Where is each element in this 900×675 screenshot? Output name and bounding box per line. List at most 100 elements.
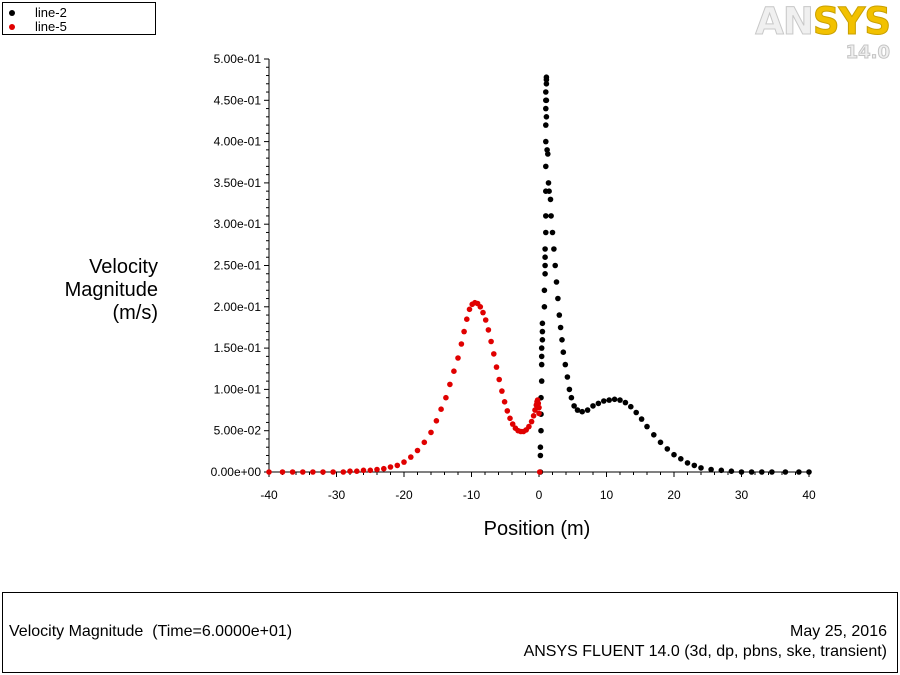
- y-tick-label: 2.50e-01: [214, 259, 262, 273]
- data-point-line-2: [728, 468, 735, 475]
- data-point-line-2: [543, 97, 550, 104]
- data-point-line-5: [507, 415, 513, 422]
- data-point-line-2: [539, 320, 546, 327]
- data-point-line-5: [482, 317, 489, 323]
- data-point-line-5: [526, 423, 532, 430]
- data-point-line-5: [340, 469, 347, 475]
- data-point-line-5: [499, 388, 505, 394]
- data-point-line-2: [671, 451, 677, 458]
- y-tick-label: 5.00e-01: [214, 52, 262, 66]
- plot-axes: 0.00e+00 5.00e-02 1.00e-01 1.50e-01 2.00e-01…: [65, 52, 816, 540]
- data-point-line-5: [493, 364, 500, 370]
- data-point-line-2: [622, 399, 629, 406]
- data-point-line-2: [684, 460, 691, 466]
- data-point-line-2: [601, 398, 607, 404]
- data-point-line-5: [504, 408, 511, 414]
- data-point-line-5: [535, 400, 542, 407]
- data-point-line-5: [320, 469, 326, 475]
- data-point-line-2: [556, 312, 563, 318]
- data-point-line-5: [466, 306, 473, 313]
- x-axis-title: Position (m): [484, 518, 591, 540]
- data-point-line-2: [606, 397, 612, 403]
- data-point-line-2: [574, 407, 581, 413]
- data-point-line-5: [421, 439, 428, 446]
- y-tick-label: 5.00e-02: [214, 424, 262, 438]
- data-point-line-2: [543, 163, 549, 170]
- data-point-line-2: [633, 409, 639, 416]
- data-point-line-5: [279, 469, 286, 475]
- data-point-line-2: [651, 432, 657, 438]
- data-point-line-2: [542, 254, 548, 260]
- data-point-line-5: [458, 341, 465, 347]
- data-point-line-5: [532, 407, 538, 413]
- data-point-line-2: [796, 469, 802, 475]
- data-point-line-5: [530, 413, 537, 419]
- data-point-line-5: [300, 469, 306, 475]
- data-point-line-5: [433, 418, 440, 424]
- data-point-line-5: [451, 368, 457, 375]
- data-point-line-2: [543, 81, 550, 87]
- y-tick-label: 2.00e-01: [214, 300, 262, 314]
- data-point-line-5: [428, 429, 434, 436]
- y-tick-label: 4.00e-01: [214, 135, 262, 149]
- ansys-logo-version: 14.0: [845, 42, 890, 64]
- data-point-line-2: [638, 416, 645, 422]
- data-point-line-2: [541, 287, 548, 294]
- data-point-line-2: [698, 465, 704, 471]
- data-point-line-2: [564, 374, 571, 380]
- data-point-line-2: [748, 469, 755, 475]
- data-point-line-2: [590, 403, 596, 409]
- x-tick-label: 10: [600, 488, 614, 502]
- y-tick-label: 3.00e-01: [214, 217, 262, 231]
- plot-series: [266, 74, 812, 475]
- data-point-line-5: [536, 469, 543, 475]
- data-point-line-2: [562, 361, 569, 368]
- data-point-line-5: [330, 469, 336, 475]
- data-point-line-5: [536, 410, 542, 417]
- data-point-line-5: [464, 316, 470, 323]
- data-point-line-2: [806, 469, 812, 475]
- data-point-line-5: [496, 376, 503, 383]
- x-tick-label: -30: [328, 488, 346, 502]
- data-point-line-2: [537, 452, 544, 459]
- y-axis-title-line: Velocity: [89, 256, 158, 278]
- data-point-line-5: [461, 328, 467, 335]
- data-point-line-5: [438, 406, 444, 413]
- data-point-line-2: [545, 151, 551, 157]
- data-point-line-5: [480, 309, 486, 316]
- data-point-line-2: [542, 271, 548, 277]
- data-point-line-2: [537, 444, 544, 451]
- data-point-line-2: [543, 114, 550, 120]
- data-point-line-2: [543, 89, 549, 95]
- legend-marker-line-2: [9, 10, 15, 16]
- data-point-line-2: [553, 279, 560, 285]
- y-axis-title-line: (m/s): [112, 302, 158, 324]
- x-tick-label: -10: [463, 488, 481, 502]
- data-point-line-5: [381, 465, 387, 472]
- footer-date: May 25, 2016: [790, 623, 887, 640]
- data-point-line-5: [501, 399, 508, 405]
- data-point-line-2: [678, 456, 684, 462]
- data-point-line-2: [555, 295, 561, 302]
- data-point-line-5: [443, 394, 449, 401]
- data-point-line-2: [546, 188, 552, 194]
- data-point-line-2: [691, 462, 698, 469]
- data-point-line-2: [538, 378, 545, 384]
- data-point-line-2: [557, 324, 564, 331]
- data-point-line-5: [347, 468, 353, 475]
- data-point-line-2: [543, 229, 549, 236]
- data-point-line-2: [549, 229, 556, 236]
- data-point-line-2: [538, 353, 545, 360]
- data-point-line-2: [617, 397, 623, 403]
- legend-label-line-2: line-2: [35, 5, 67, 20]
- data-point-line-5: [455, 355, 461, 361]
- data-point-line-2: [718, 467, 725, 474]
- data-point-line-2: [566, 386, 573, 393]
- data-point-line-2: [782, 469, 789, 475]
- data-point-line-2: [644, 423, 650, 430]
- data-point-line-5: [485, 327, 492, 333]
- y-tick-label: 0.00e+00: [211, 465, 262, 479]
- data-point-line-5: [509, 421, 516, 427]
- data-point-line-5: [354, 468, 360, 475]
